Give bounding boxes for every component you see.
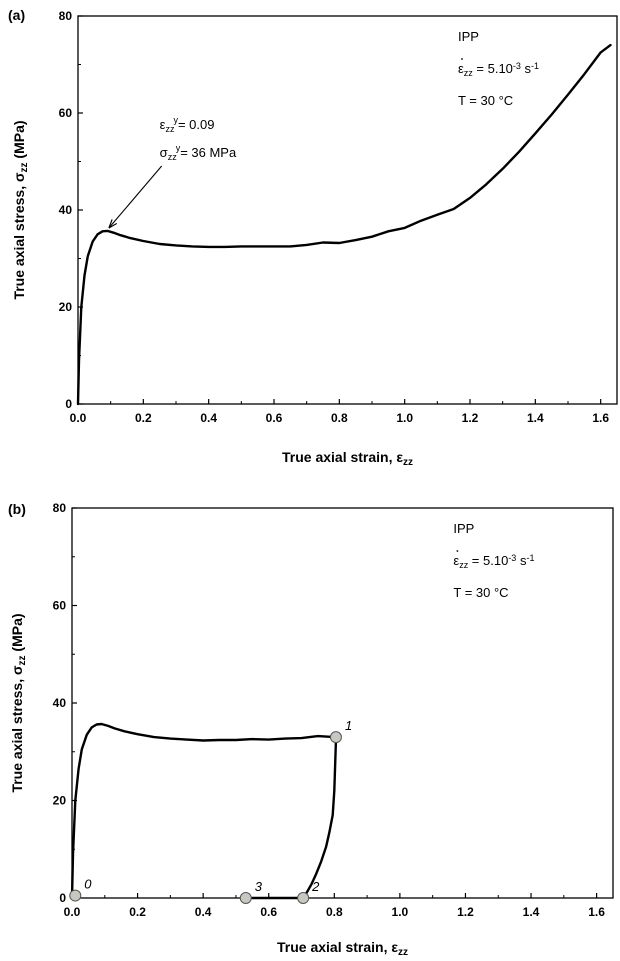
legend-strain-rate: εzz = 5.10-3 s-1 bbox=[458, 61, 539, 78]
y-tick-label: 80 bbox=[53, 501, 67, 515]
y-tick-label: 20 bbox=[53, 794, 67, 808]
legend-strain-rate: εzz = 5.10-3 s-1 bbox=[453, 553, 534, 570]
y-tick-label: 40 bbox=[53, 696, 67, 710]
x-tick-label: 0.0 bbox=[70, 411, 87, 425]
point-label: 2 bbox=[311, 879, 320, 894]
x-tick-label: 1.2 bbox=[457, 905, 474, 919]
x-tick-label: 0.2 bbox=[129, 905, 146, 919]
x-tick-label: 1.0 bbox=[396, 411, 413, 425]
plot-frame bbox=[77, 15, 618, 405]
x-tick-label: 0.4 bbox=[200, 411, 217, 425]
y-tick-label: 60 bbox=[53, 599, 67, 613]
yield-stress-annotation: σzzy= 36 MPa bbox=[160, 143, 237, 162]
x-tick-label: 1.0 bbox=[392, 905, 409, 919]
x-tick-label: 1.4 bbox=[527, 411, 544, 425]
point-marker-0 bbox=[69, 889, 82, 902]
x-tick-label: 0.2 bbox=[135, 411, 152, 425]
legend-material: IPP bbox=[458, 29, 479, 44]
plot-frame bbox=[71, 507, 614, 899]
y-tick-label: 60 bbox=[59, 106, 73, 120]
legend-material: IPP bbox=[453, 521, 474, 536]
point-marker-1 bbox=[329, 731, 342, 744]
y-tick-label: 40 bbox=[59, 203, 73, 217]
x-tick-label: 0.4 bbox=[195, 905, 212, 919]
x-tick-label: 0.8 bbox=[326, 905, 343, 919]
panel-label: (a) bbox=[8, 7, 25, 23]
rate-dot bbox=[461, 58, 463, 60]
x-tick-label: 0.6 bbox=[260, 905, 277, 919]
x-tick-label: 1.6 bbox=[588, 905, 605, 919]
legend-temperature: T = 30 °C bbox=[458, 93, 513, 108]
y-axis-label: True axial stress, σzz (MPa) bbox=[9, 613, 28, 792]
y-tick-label: 0 bbox=[65, 397, 72, 411]
chart-panel-b: (b)0.0 0.2 0.4 0.6 0.8 1.0 1.2 1.4 1.6020406080T… bbox=[8, 501, 614, 958]
point-label: 1 bbox=[345, 718, 352, 733]
x-tick-label: 0.8 bbox=[331, 411, 348, 425]
legend-temperature: T = 30 °C bbox=[453, 585, 508, 600]
y-tick-label: 0 bbox=[59, 891, 66, 905]
rate-dot bbox=[456, 550, 459, 552]
point-marker-2 bbox=[297, 892, 310, 904]
point-label: 0 bbox=[84, 877, 92, 892]
x-tick-label: 1.6 bbox=[592, 411, 609, 425]
x-tick-label: 1.4 bbox=[523, 905, 540, 919]
x-tick-label: 0.6 bbox=[266, 411, 283, 425]
y-tick-label: 20 bbox=[59, 300, 73, 314]
x-tick-label: 1.2 bbox=[462, 411, 479, 425]
x-axis-label: True axial strain, εzz bbox=[282, 449, 413, 468]
yield-strain-annotation: εzzy= 0.09 bbox=[160, 115, 215, 134]
panel-label: (b) bbox=[8, 501, 26, 517]
x-tick-label: 0.0 bbox=[64, 905, 81, 919]
chart-panel-a: (a) 0.0 0.2 0.4 0.6 0.8 1.0 1.2 1.4 1.6 0 20 40 60 80 T… bbox=[8, 7, 618, 468]
yield-arrow bbox=[109, 165, 163, 227]
stress-strain-curve bbox=[70, 722, 338, 900]
x-axis-label: True axial strain, εzz bbox=[277, 939, 408, 958]
y-tick-label: 80 bbox=[59, 9, 73, 23]
point-label: 3 bbox=[255, 879, 263, 894]
stress-strain-curve bbox=[76, 43, 612, 406]
y-axis-label: True axial stress, σzz (MPa) bbox=[11, 120, 30, 299]
point-marker-3 bbox=[239, 892, 252, 904]
